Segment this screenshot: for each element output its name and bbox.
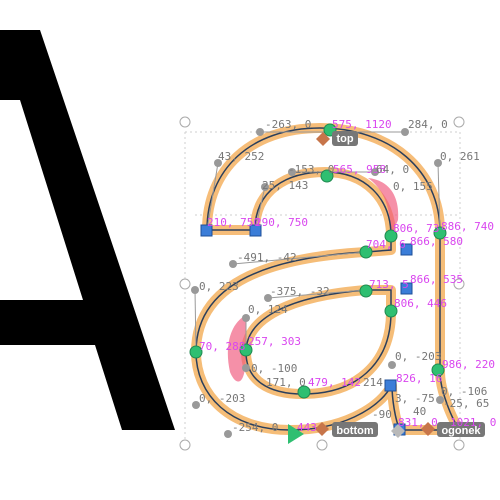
coordinate-label: 565, 958 <box>333 163 386 176</box>
coordinate-label: -90 <box>372 408 392 421</box>
anchor-markers[interactable] <box>288 132 435 444</box>
coordinate-label: 866, 580 <box>410 235 463 248</box>
coordinate-label: 210, 750 <box>207 216 260 229</box>
coordinate-label: 1021, 0 <box>450 416 496 429</box>
coordinate-label: 0, -106 <box>441 385 487 398</box>
anchor-bottom-marker <box>315 422 329 436</box>
coordinate-label: 806, 446 <box>394 297 447 310</box>
anchor-top-marker <box>316 132 330 146</box>
anchor-ogonek-marker <box>421 422 435 436</box>
coordinate-label: 886, 740 <box>441 220 494 233</box>
coordinate-label: 866, 535 <box>410 273 463 286</box>
coordinate-label: 806, 73 <box>393 222 439 235</box>
coordinate-label: -375, -32 <box>270 285 330 298</box>
coordinate-label: 0, 124 <box>248 303 288 316</box>
coordinate-label: 0, 223 <box>199 280 239 293</box>
anchor-badges: top bottom ogonek <box>332 131 485 437</box>
coordinate-label: 713, 5 <box>369 278 409 291</box>
coordinate-label: 290, 750 <box>255 216 308 229</box>
glyph-background-A <box>0 30 175 430</box>
svg-text:bottom: bottom <box>336 425 373 437</box>
coordinate-label: 70, 288 <box>199 340 245 353</box>
coordinate-label: 0, -203 <box>395 350 441 363</box>
coordinate-label: -153, 0 <box>288 163 334 176</box>
coordinate-label: 40 <box>413 405 426 418</box>
anchor-badge-bottom <box>332 422 378 437</box>
coordinate-label: 704, 6 <box>366 238 406 251</box>
coordinate-label: -254, 0 <box>232 421 278 434</box>
anchor-badge-top <box>332 131 358 146</box>
bbox-corners <box>179 116 465 451</box>
coordinate-label: 214 <box>363 376 383 389</box>
coordinate-label: 64, 0 <box>376 163 409 176</box>
coordinate-label: 826, 16 <box>396 372 442 385</box>
coordinate-label: 0, 261 <box>440 150 480 163</box>
coordinate-labels: -263, 0 575, 1120 284, 0 43, 252 0, 261 -153,… <box>199 118 496 434</box>
curvature-combs <box>227 178 399 382</box>
coordinate-label: 3, -75 <box>395 392 435 405</box>
coordinate-label: 575, 1120 <box>332 118 392 131</box>
svg-text:ogonek: ogonek <box>441 425 481 437</box>
coordinate-label: 443 <box>297 421 317 434</box>
coordinate-label: 986, 220 <box>442 358 495 371</box>
coordinate-label: 284, 0 <box>408 118 448 131</box>
coordinate-label: -491, -42 <box>237 251 297 264</box>
offcurve-points[interactable] <box>191 128 444 438</box>
coordinate-label: 43, 252 <box>218 150 264 163</box>
coordinate-label: 171, 0 <box>266 376 306 389</box>
svg-text:top: top <box>336 133 353 145</box>
coordinate-label: 0, -203 <box>199 392 245 405</box>
coordinate-label: 25, 143 <box>262 179 308 192</box>
coordinate-label: -263, 0 <box>265 118 311 131</box>
coordinate-label: 0, 155 <box>393 180 433 193</box>
coordinate-label: -25, 65 <box>443 397 489 410</box>
coordinate-label: 257, 303 <box>248 335 301 348</box>
start-point-triangle <box>288 424 304 444</box>
coordinate-label: 0, -100 <box>251 362 297 375</box>
oncurve-smooth-nodes[interactable] <box>189 123 447 399</box>
anchor-badge-ogonek <box>437 422 485 437</box>
coordinate-label: 831, 0 <box>398 416 438 429</box>
coordinate-label: 479, 142 <box>308 376 361 389</box>
